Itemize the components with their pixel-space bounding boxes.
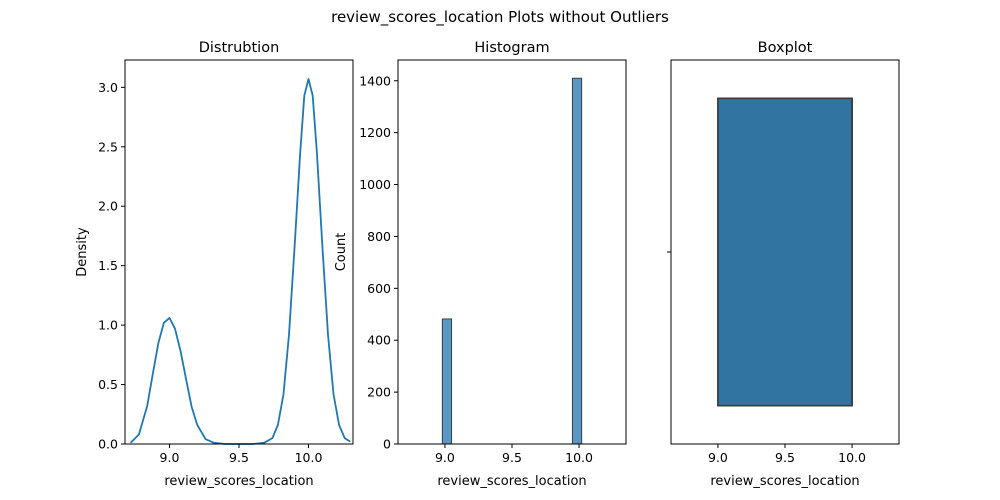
figure-title: review_scores_location Plots without Out… (331, 8, 669, 27)
histogram-ytick-label: 800 (367, 229, 391, 244)
histogram-ytick-label: 1000 (359, 177, 391, 192)
distribution-ytick-label: 2.5 (98, 139, 118, 154)
boxplot-title: Boxplot (758, 40, 813, 56)
histogram-ytick-label: 0 (383, 437, 391, 452)
distribution-axes-frame (124, 59, 354, 445)
distribution-ytick-label: 1.5 (98, 258, 118, 273)
distribution-panel: Distrubtion 9.0 9.5 10.0 0.0 0.5 1.0 1.5 2.0 2.5… (75, 40, 354, 489)
histogram-panel: Histogram 9.0 9.5 10.0 0 200 400 600 800 1000 120… (334, 40, 627, 489)
distribution-xtick-label: 9.0 (160, 450, 180, 465)
boxplot-box (717, 97, 853, 407)
distribution-ytick-label: 0.5 (98, 377, 118, 392)
histogram-xtick-label: 9.0 (435, 450, 455, 465)
histogram-xlabel: review_scores_location (437, 474, 586, 489)
boxplot-xtick-label: 10.0 (838, 450, 866, 465)
histogram-bar (571, 77, 583, 445)
histogram-title: Histogram (474, 40, 549, 56)
histogram-ylabel: Count (334, 233, 349, 272)
distribution-ytick-label: 3.0 (98, 80, 118, 95)
histogram-ytick-label: 1400 (359, 73, 391, 88)
histogram-ytick-label: 1200 (359, 125, 391, 140)
density-line (129, 78, 351, 445)
histogram-bar (441, 318, 453, 445)
histogram-axes-frame (397, 59, 627, 445)
distribution-ytick-label: 1.0 (98, 318, 118, 333)
distribution-title: Distrubtion (199, 40, 280, 56)
distribution-xtick-label: 9.5 (229, 450, 249, 465)
boxplot-xlabel: review_scores_location (710, 474, 859, 489)
histogram-plot-area: 9.0 9.5 10.0 0 200 400 600 800 1000 1200 1400 (359, 59, 627, 465)
boxplot-plot-area: 9.0 9.5 10.0 (667, 59, 900, 465)
distribution-ytick-label: 2.0 (98, 199, 118, 214)
boxplot-xtick-label: 9.5 (775, 450, 795, 465)
histogram-xtick-label: 10.0 (565, 450, 593, 465)
distribution-ytick-label: 0.0 (98, 437, 118, 452)
boxplot-xtick-label: 9.0 (708, 450, 728, 465)
histogram-ytick-label: 400 (367, 333, 391, 348)
boxplot-panel: Boxplot 9.0 9.5 10.0 review_scores_locatio… (667, 40, 900, 489)
histogram-xtick-label: 9.5 (502, 450, 522, 465)
distribution-xtick-label: 10.0 (295, 450, 323, 465)
distribution-xlabel: review_scores_location (164, 474, 313, 489)
distribution-plot-area: 9.0 9.5 10.0 0.0 0.5 1.0 1.5 2.0 2.5 3.0 (98, 59, 354, 465)
histogram-ytick-label: 200 (367, 385, 391, 400)
distribution-ylabel: Density (75, 227, 90, 277)
histogram-ytick-label: 600 (367, 281, 391, 296)
